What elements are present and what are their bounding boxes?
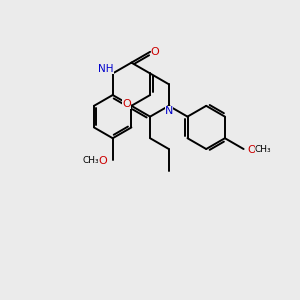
Text: O: O <box>247 145 256 155</box>
Text: N: N <box>165 106 173 116</box>
Text: O: O <box>151 47 159 57</box>
Text: CH₃: CH₃ <box>83 156 99 165</box>
Text: O: O <box>98 156 107 166</box>
Text: NH: NH <box>98 64 114 74</box>
Text: CH₃: CH₃ <box>255 146 272 154</box>
Text: O: O <box>122 99 131 109</box>
